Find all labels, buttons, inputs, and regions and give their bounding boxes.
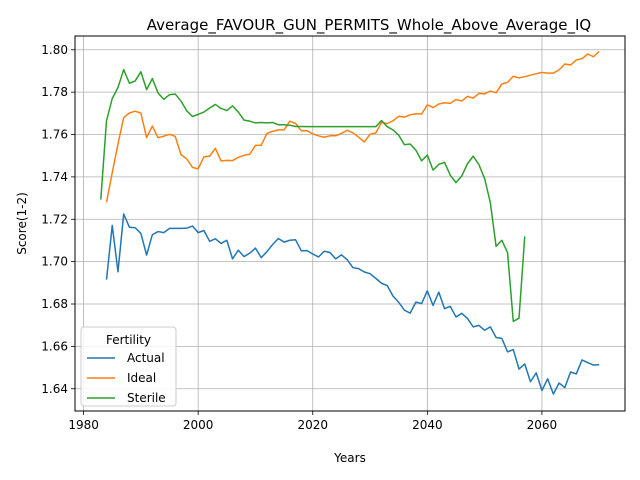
series-line-actual	[105, 213, 600, 395]
x-tick-label: 2020	[297, 418, 328, 432]
legend-box	[80, 326, 177, 407]
x-tick-label: 2000	[183, 418, 214, 432]
grid-lines	[75, 36, 625, 411]
x-axis-label: Years	[333, 451, 366, 465]
plot-frame	[74, 35, 626, 412]
legend-title: Fertility	[106, 333, 151, 347]
y-tick-label: 1.80	[41, 43, 68, 57]
y-tick-label: 1.66	[41, 339, 68, 353]
series-line-ideal	[105, 50, 600, 203]
y-axis-label: Score(1-2)	[15, 192, 29, 255]
x-tick-label: 2060	[527, 418, 558, 432]
legend-label-sterile: Sterile	[127, 391, 166, 405]
y-tick-label: 1.76	[41, 128, 68, 142]
series-lines	[100, 50, 600, 395]
x-tick-label: 2040	[412, 418, 443, 432]
axis-ticks: 1980 2000 2020 2040 2060 1.64 1.66 1.68 1.70 1.72…	[41, 43, 557, 432]
y-tick-label: 1.74	[41, 170, 68, 184]
y-tick-label: 1.64	[41, 382, 68, 396]
chart-title: Average_FAVOUR_GUN_PERMITS_Whole_Above_A…	[147, 16, 591, 35]
y-tick-label: 1.68	[41, 297, 68, 311]
legend-entries: Actual Ideal Sterile	[87, 351, 166, 405]
legend-label-ideal: Ideal	[127, 371, 156, 385]
y-tick-label: 1.72	[41, 212, 68, 226]
legend-label-actual: Actual	[127, 351, 165, 365]
series-line-sterile	[100, 68, 526, 323]
x-tick-label: 1980	[68, 418, 99, 432]
y-tick-label: 1.78	[41, 85, 68, 99]
y-tick-label: 1.70	[41, 255, 68, 269]
legend: Fertility Actual Ideal Sterile	[80, 326, 177, 407]
